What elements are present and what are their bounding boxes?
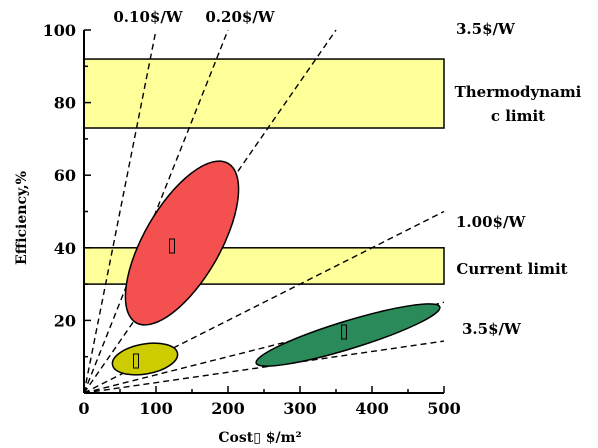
cost-line-0 — [83, 29, 157, 394]
x-tick-label: 400 — [355, 399, 388, 418]
cost-line-label-2: 3.5$/W — [456, 20, 516, 38]
regions-layer — [111, 160, 441, 376]
x-tick-label: 0 — [78, 399, 89, 418]
y-tick-label: 20 — [54, 311, 76, 330]
x-tick-label: 100 — [139, 399, 172, 418]
x-tick-label: 200 — [211, 399, 244, 418]
y-tick-label: 100 — [43, 21, 76, 40]
cost-line-label-1: 0.20$/W — [205, 8, 275, 26]
y-tick-label: 40 — [54, 239, 76, 258]
x-axis-label: Cost▯ $/m² — [218, 430, 301, 446]
band-label-1-0: Current limit — [456, 260, 567, 278]
y-tick-label: 60 — [54, 166, 76, 185]
x-tick-label: 300 — [283, 399, 316, 418]
y-tick-label: 80 — [54, 94, 76, 113]
cost-line-5 — [83, 340, 445, 394]
region-marker-1 — [133, 353, 139, 369]
band-label-0-0: Thermodynami — [455, 83, 582, 101]
labels-layer: 0.10$/W 0.20$/W 3.5$/W 1.00$/W 3.5$/W Thermod… — [43, 8, 582, 418]
x-tick-label: 500 — [427, 399, 460, 418]
region-1 — [111, 342, 179, 376]
region-marker-2 — [341, 324, 347, 340]
axes-layer — [83, 29, 445, 394]
region-2 — [255, 303, 441, 367]
cost-line-label-0: 0.10$/W — [113, 8, 183, 26]
region-marker-0 — [169, 238, 175, 254]
cost-line-4 — [83, 301, 445, 394]
cost-line-label-lower: 3.5$/W — [462, 320, 522, 338]
band-label-0-1: c limit — [491, 107, 545, 125]
cost-line-3 — [83, 210, 445, 394]
region-0 — [124, 160, 240, 326]
y-axis-label: Efficiency,% — [14, 171, 30, 265]
cost-line-label-3: 1.00$/W — [456, 213, 526, 231]
